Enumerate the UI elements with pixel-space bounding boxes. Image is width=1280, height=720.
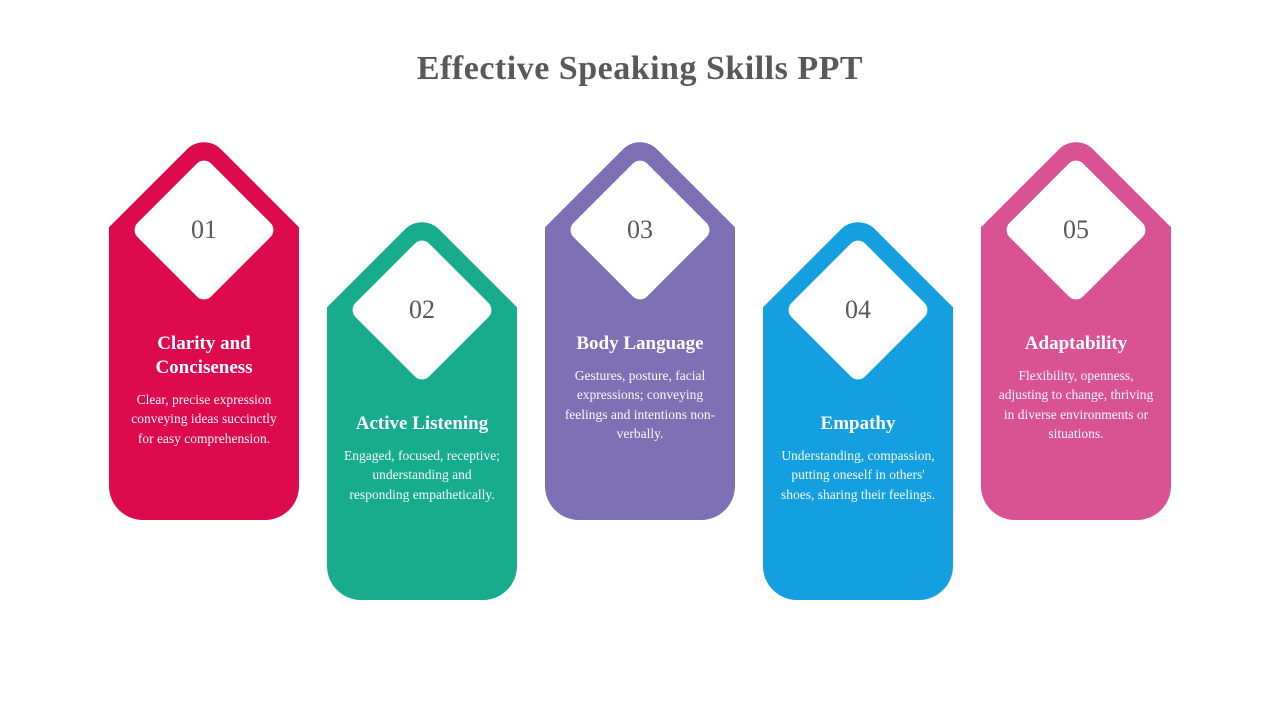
card-5: 05 Adaptability Flexibility, openness, adj…	[981, 160, 1171, 600]
card-shape: 03 Body Language Gestures, posture, facial…	[545, 160, 735, 520]
card-desc: Gestures, posture, facial expressions; c…	[561, 366, 719, 444]
card-desc: Engaged, focused, receptive; understandi…	[343, 446, 501, 505]
card-desc: Flexibility, openness, adjusting to chan…	[997, 366, 1155, 444]
card-shape: 05 Adaptability Flexibility, openness, adj…	[981, 160, 1171, 520]
card-number: 03	[627, 215, 653, 245]
card-desc: Clear, precise expression conveying idea…	[125, 390, 283, 449]
card-desc: Understanding, compassion, putting onese…	[779, 446, 937, 505]
card-1: 01 Clarity and Conciseness Clear, precise …	[109, 160, 299, 600]
card-number: 02	[409, 295, 435, 325]
slide-title: Effective Speaking Skills PPT	[0, 50, 1280, 88]
slide: Effective Speaking Skills PPT 01 Clarity …	[0, 0, 1280, 720]
card-textblock: Active Listening Engaged, focused, recept…	[327, 412, 517, 504]
card-shape: 04 Empathy Understanding, compassion, putt…	[763, 240, 953, 600]
card-title: Empathy	[779, 412, 937, 436]
card-number: 05	[1063, 215, 1089, 245]
card-textblock: Body Language Gestures, posture, facial e…	[545, 332, 735, 444]
card-title: Adaptability	[997, 332, 1155, 356]
card-number: 04	[845, 295, 871, 325]
card-title: Body Language	[561, 332, 719, 356]
card-textblock: Adaptability Flexibility, openness, adjus…	[981, 332, 1171, 444]
card-shape: 01 Clarity and Conciseness Clear, precise …	[109, 160, 299, 520]
card-textblock: Empathy Understanding, compassion, puttin…	[763, 412, 953, 504]
card-number: 01	[191, 215, 217, 245]
card-3: 03 Body Language Gestures, posture, facial…	[545, 160, 735, 600]
cards-row: 01 Clarity and Conciseness Clear, precise …	[0, 160, 1280, 600]
card-shape: 02 Active Listening Engaged, focused, rece…	[327, 240, 517, 600]
card-4: 04 Empathy Understanding, compassion, putt…	[763, 240, 953, 600]
card-textblock: Clarity and Conciseness Clear, precise ex…	[109, 332, 299, 448]
card-title: Clarity and Conciseness	[125, 332, 283, 380]
card-title: Active Listening	[343, 412, 501, 436]
card-2: 02 Active Listening Engaged, focused, rece…	[327, 240, 517, 600]
